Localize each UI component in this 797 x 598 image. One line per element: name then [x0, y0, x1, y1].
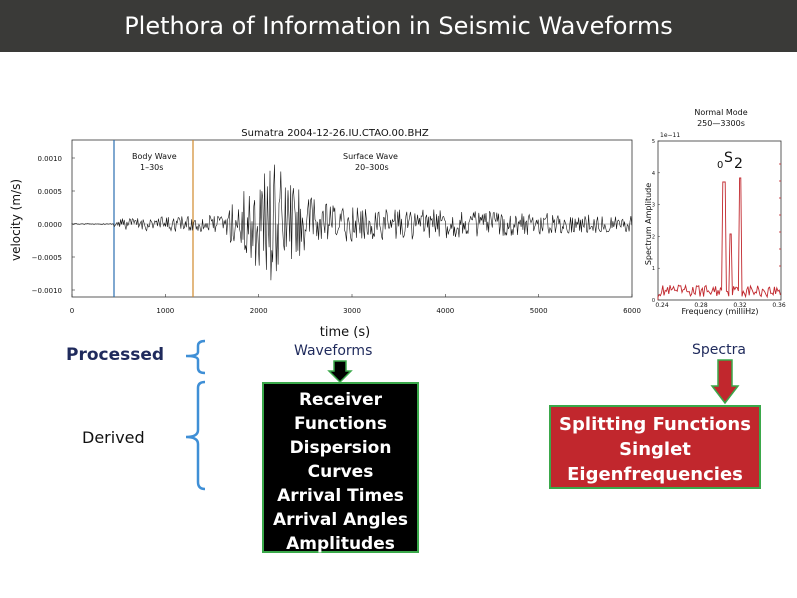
surface-wave-label: Surface Wave	[343, 152, 398, 161]
mode-label-sub: 2	[734, 156, 743, 172]
waveform-products-box: Receiver Functions Dispersion Curves Arr…	[262, 382, 419, 554]
mode-label-main: S	[724, 150, 733, 166]
waveform-trace	[71, 164, 633, 281]
product-item: Dispersion	[289, 438, 392, 458]
product-item: Amplitudes	[286, 534, 395, 554]
product-item: Singlet	[619, 439, 691, 460]
spec-y-tick-label: 3	[652, 203, 655, 209]
spectrum-ylabel: Spectrum Amplitude	[644, 183, 653, 265]
spec-x-tick-label: 0.24	[655, 302, 669, 309]
waveform-plot: Sumatra 2004-12-26.IU.CTAO.00.BHZ Body W…	[9, 128, 641, 340]
spec-y-tick-label: 5	[652, 139, 655, 145]
product-item: Arrival Times	[277, 486, 404, 506]
body-wave-label: Body Wave	[132, 152, 177, 161]
x-tick-label: 0	[70, 307, 74, 315]
spec-x-tick-label: 0.28	[694, 302, 708, 309]
product-item: Curves	[307, 462, 374, 482]
product-item: Functions	[294, 414, 387, 434]
waveforms-label: Waveforms	[294, 343, 373, 359]
x-tick-label: 2000	[250, 307, 268, 315]
spectrum-title-line1: Normal Mode	[694, 108, 747, 117]
waveform-title: Sumatra 2004-12-26.IU.CTAO.00.BHZ	[241, 128, 429, 139]
brackets	[185, 339, 206, 491]
spectrum-trace	[657, 177, 781, 300]
spec-y-tick-label: 1	[652, 266, 655, 272]
spectra-products-box: Splitting Functions Singlet Eigenfrequen…	[549, 405, 761, 489]
x-tick-label: 3000	[343, 307, 361, 315]
spec-y-tick-label: 4	[652, 171, 655, 177]
spectra-arrow-icon	[710, 359, 740, 405]
x-tick-label: 6000	[623, 307, 641, 315]
product-item: Arrival Angles	[273, 510, 408, 530]
y-tick-label: 0.0000	[38, 221, 63, 229]
x-tick-label: 5000	[530, 307, 548, 315]
mode-label-prefix: 0	[717, 160, 723, 171]
title-bar	[0, 0, 797, 52]
waveforms-arrow-icon	[327, 360, 353, 384]
derived-label: Derived	[82, 428, 145, 447]
product-item: Eigenfrequencies	[567, 464, 743, 485]
spectrum-xlabel: Frequency (milliHz)	[681, 307, 758, 316]
product-item: Splitting Functions	[559, 414, 751, 435]
spectrum-scale: 1e−11	[660, 132, 680, 139]
spec-x-tick-label: 0.36	[772, 302, 786, 309]
spec-y-tick-label: 0	[652, 298, 655, 304]
slide-title: Plethora of Information in Seismic Wavef…	[124, 12, 673, 40]
derived-bracket-icon	[185, 380, 206, 491]
waveform-ylabel: velocity (m/s)	[9, 179, 23, 261]
spec-x-tick-label: 0.32	[733, 302, 747, 309]
x-tick-label: 1000	[156, 307, 174, 315]
spectrum-title-line2: 250—3300s	[697, 119, 745, 128]
y-tick-label: 0.0005	[38, 188, 63, 196]
y-tick-label: 0.0010	[38, 155, 63, 163]
x-tick-label: 4000	[436, 307, 454, 315]
spectrum-frame	[657, 140, 782, 301]
processed-bracket-icon	[185, 339, 206, 375]
body-wave-range: 1–30s	[140, 163, 163, 172]
surface-wave-range: 20–300s	[355, 163, 389, 172]
product-item: Receiver	[298, 390, 383, 410]
y-tick-label: −0.0005	[32, 254, 62, 262]
waveform-xlabel: time (s)	[320, 325, 370, 340]
y-tick-label: −0.0010	[32, 287, 62, 295]
spectra-label: Spectra	[692, 342, 746, 358]
spec-y-tick-label: 2	[652, 234, 655, 240]
processed-label: Processed	[66, 345, 165, 365]
